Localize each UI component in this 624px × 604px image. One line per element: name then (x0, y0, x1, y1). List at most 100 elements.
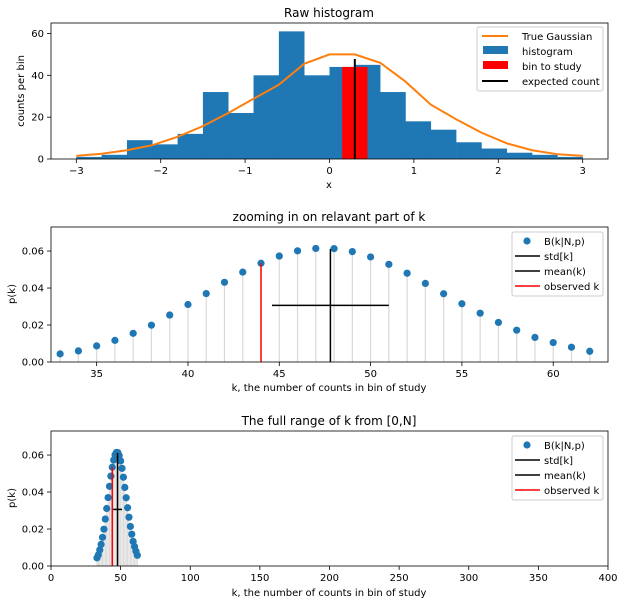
binomial-point (275, 252, 283, 260)
binomial-point (118, 464, 126, 472)
binomial-point (586, 347, 594, 355)
x-tick-label: −2 (153, 166, 168, 177)
x-tick-label: 60 (547, 369, 560, 380)
y-tick-label: 0.02 (22, 525, 44, 536)
y-tick-label: 40 (31, 71, 44, 82)
y-tick-label: 20 (31, 113, 44, 124)
chart-title: The full range of k from [0,N] (241, 414, 417, 428)
x-tick-label: 350 (529, 573, 548, 584)
binomial-point (93, 342, 101, 350)
x-tick-label: 150 (250, 573, 269, 584)
binomial-point (166, 311, 174, 319)
binomial-point (421, 279, 429, 288)
x-tick-label: 55 (456, 369, 469, 380)
y-tick-label: 0.00 (22, 358, 44, 369)
x-axis-label: k, the number of counts in bin of study (232, 588, 427, 599)
zoom-panel: zooming in on relavant part of k 35 40 45 5… (7, 210, 609, 394)
x-tick-label: 100 (181, 573, 200, 584)
binomial-point (103, 504, 111, 513)
binomial-point (531, 333, 539, 342)
y-tick-label: 0 (38, 155, 44, 166)
binomial-point (125, 513, 133, 521)
chart-title: Raw histogram (284, 6, 374, 20)
histogram-bar (253, 75, 280, 159)
histogram-bar (481, 148, 508, 159)
binomial-point (220, 278, 229, 286)
histogram-bar (177, 133, 204, 159)
x-tick-label: 50 (114, 573, 127, 584)
legend: True Gaussian histogram bin to study exp… (476, 26, 604, 92)
binomial-point (549, 338, 557, 347)
binomial-point (184, 300, 192, 309)
binomial-point (494, 318, 503, 327)
x-tick-label: 400 (598, 573, 617, 584)
histogram-bar (126, 140, 153, 159)
y-tick-label: 0.02 (22, 321, 44, 332)
binomial-point (126, 522, 134, 531)
chart-title: zooming in on relavant part of k (233, 210, 426, 224)
binomial-point (366, 253, 375, 261)
y-tick-label: 60 (31, 29, 44, 40)
binomial-point (330, 245, 338, 253)
binomial-point (97, 540, 105, 548)
legend-label: expected count (522, 77, 600, 88)
histogram-bar (405, 121, 432, 159)
histogram-bar (101, 154, 128, 159)
binomial-point (122, 494, 130, 502)
y-axis-label: p(k) (7, 284, 18, 304)
histogram-bar (152, 144, 178, 159)
binomial-point (385, 260, 393, 268)
x-axis-label: k, the number of counts in bin of study (232, 383, 427, 394)
legend-label: std[k] (544, 456, 573, 467)
histogram-bar (278, 31, 305, 159)
binomial-point (107, 472, 115, 480)
legend-binom-swatch (523, 237, 531, 245)
binomial-point (117, 457, 125, 465)
binomial-point (101, 515, 109, 523)
histogram-bar (456, 142, 482, 159)
histogram-bar (506, 152, 533, 159)
legend-label: B(k|N,p) (544, 441, 585, 452)
y-axis-label: p(k) (7, 488, 18, 508)
x-tick-label: 45 (273, 369, 286, 380)
binomial-point (202, 289, 210, 298)
legend-label: observed k (544, 486, 600, 497)
legend-label: mean(k) (544, 267, 586, 278)
histogram-bar (430, 129, 457, 159)
legend-label: mean(k) (544, 471, 586, 482)
binomial-point (56, 350, 64, 358)
x-tick-label: −1 (238, 166, 253, 177)
binomial-point (119, 473, 128, 481)
x-tick-label: 250 (390, 573, 409, 584)
binomial-point (348, 247, 356, 256)
histogram-bar (557, 156, 583, 159)
x-tick-label: 1 (411, 166, 417, 177)
histogram-bar (532, 154, 558, 159)
histogram-bar (76, 156, 102, 159)
binomial-point (239, 268, 247, 276)
x-tick-label: 300 (459, 573, 478, 584)
y-tick-label: 0.04 (22, 284, 44, 295)
legend-study-swatch (483, 61, 508, 69)
binomial-point (293, 247, 302, 255)
binomial-point (403, 269, 411, 277)
binomial-point (513, 326, 521, 334)
x-axis-label: x (326, 180, 332, 191)
legend-label: True Gaussian (521, 32, 592, 43)
x-tick-label: 0 (326, 166, 332, 177)
histogram-bar (304, 75, 330, 159)
legend-binom-swatch (523, 441, 531, 449)
binomial-point (105, 482, 114, 490)
binomial-point (440, 290, 448, 298)
binomial-point (312, 244, 320, 253)
x-tick-label: 3 (579, 166, 585, 177)
legend: B(k|N,p) std[k] mean(k) observed k (511, 435, 604, 501)
x-tick-label: 200 (320, 573, 339, 584)
y-tick-label: 0.04 (22, 488, 44, 499)
binomial-point (147, 321, 156, 329)
legend-label: std[k] (544, 252, 573, 263)
y-axis-label: counts per bin (16, 55, 27, 127)
binomial-point (104, 493, 112, 502)
x-tick-label: 50 (364, 369, 377, 380)
